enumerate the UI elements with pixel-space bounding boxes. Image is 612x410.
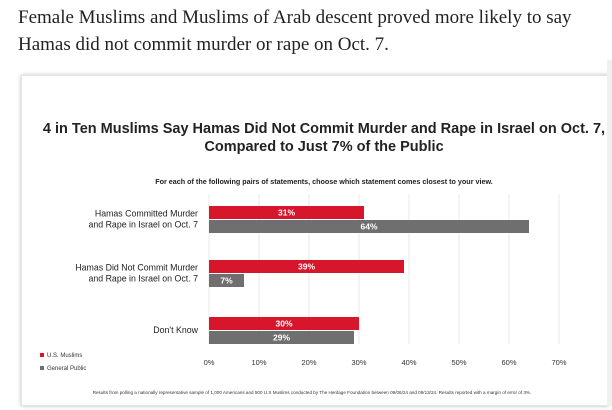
- category-label: and Rape in Israel on Oct. 7: [88, 220, 198, 230]
- chart-svg: 4 in Ten Muslims Say Hamas Did Not Commi…: [40, 121, 605, 395]
- x-tick-label: 70%: [551, 358, 566, 367]
- bar-us-muslims: [209, 260, 404, 273]
- legend-swatch-us-muslims: [40, 353, 44, 357]
- chart-title-line1: 4 in Ten Muslims Say Hamas Did Not Commi…: [43, 121, 605, 137]
- chart-title-line2: Compared to Just 7% of the Public: [204, 139, 443, 155]
- bar-value-label: 29%: [273, 333, 290, 343]
- legend: U.S. Muslims General Public: [40, 353, 86, 372]
- bar-value-label: 64%: [360, 222, 377, 232]
- chart-subtitle: For each of the following pairs of state…: [155, 177, 493, 186]
- bars: 31% 39% 30% 64% 7% 29%: [209, 206, 529, 344]
- chart-card: 4 in Ten Muslims Say Hamas Did Not Commi…: [21, 75, 609, 406]
- bar-value-label: 7%: [220, 276, 233, 286]
- legend-label-us-muslims: U.S. Muslims: [47, 353, 82, 359]
- x-tick-label: 60%: [501, 358, 516, 367]
- legend-label-general-public: General Public: [47, 366, 86, 372]
- bar-value-label: 31%: [278, 208, 295, 218]
- bar-general-public: [209, 220, 529, 233]
- chart-footnote: Results from polling a nationally repres…: [93, 390, 532, 395]
- category-label: and Rape in Israel on Oct. 7: [88, 274, 198, 284]
- legend-swatch-general-public: [40, 366, 44, 370]
- x-tick-label: 30%: [351, 358, 366, 367]
- category-label: Don't Know: [153, 325, 198, 335]
- category-label: Hamas Did Not Commit Murder: [75, 263, 198, 273]
- x-tick-label: 10%: [251, 358, 266, 367]
- bar-general-public: [209, 331, 354, 344]
- x-tick-label: 40%: [401, 358, 416, 367]
- bar-value-label: 39%: [298, 262, 315, 272]
- bar-general-public: [209, 274, 244, 287]
- x-axis-ticks: 0% 10% 20% 30% 40% 50% 60% 70%: [204, 358, 567, 367]
- x-tick-label: 0%: [204, 358, 215, 367]
- article-paragraph: Female Muslims and Muslims of Arab desce…: [18, 7, 572, 55]
- bar-value-label: 30%: [275, 319, 292, 329]
- bar-us-muslims: [209, 206, 364, 219]
- page-scroll-edge: [607, 60, 612, 406]
- x-tick-label: 50%: [451, 358, 466, 367]
- category-label: Hamas Committed Murder: [95, 209, 198, 219]
- x-tick-label: 20%: [301, 358, 316, 367]
- bar-us-muslims: [209, 317, 359, 330]
